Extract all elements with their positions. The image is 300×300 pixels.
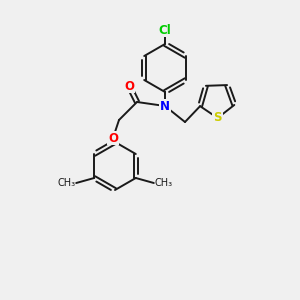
Text: O: O xyxy=(108,131,118,145)
Text: N: N xyxy=(160,100,170,112)
Text: CH₃: CH₃ xyxy=(57,178,75,188)
Text: CH₃: CH₃ xyxy=(155,178,173,188)
Text: O: O xyxy=(124,80,134,92)
Text: S: S xyxy=(213,112,222,124)
Text: Cl: Cl xyxy=(159,23,171,37)
